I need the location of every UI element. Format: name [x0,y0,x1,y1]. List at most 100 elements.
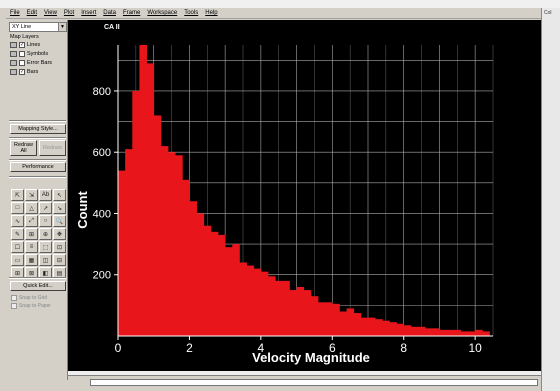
adjacent-window-text: Col [544,10,552,16]
tool-button[interactable]: ⊟ [53,254,66,266]
text-tool-button[interactable]: Ab [39,189,52,201]
histogram-bar [482,331,490,336]
tool-button[interactable]: ⤢ [25,215,38,227]
histogram-bar [303,290,312,336]
x-axis-label: Velocity Magnitude [252,350,370,365]
error-bars-layer-icon [10,60,17,66]
histogram-bar [118,170,126,336]
histogram-bar [260,271,269,336]
histogram-bar [210,231,219,336]
histogram-bar [168,152,176,336]
selector-tool-button[interactable]: ↖ [53,189,66,201]
tool-palette: ⇱ ⇲ Ab ↖ □ △ ↗ ↘ ∿ ⤢ ○ 🔍 ✎ ⊞ ⊕ ✥ ☐ ≡ ⬚ ⊡… [11,189,66,279]
tool-button[interactable]: ↘ [53,202,66,214]
menu-insert[interactable]: Insert [81,10,97,16]
sidebar: XY Line ▼ Map Layers ✓ Lines Symbols Err… [6,20,68,380]
tool-button[interactable]: ↗ [39,202,52,214]
menu-view[interactable]: View [44,10,57,16]
error-bars-checkbox[interactable] [19,60,25,66]
plot-frame[interactable]: 0 2 4 6 8 10 200 400 600 800 Velocity Magnitude C… [68,20,541,371]
tool-button[interactable]: △ [25,202,38,214]
histogram-bar [232,244,240,336]
quick-edit-button[interactable]: Quick Edit... [10,281,66,291]
histogram-bar [310,296,319,336]
tool-button[interactable]: ∿ [11,215,24,227]
translate-tool-button[interactable]: ✥ [53,228,66,240]
tool-button[interactable]: ⇲ [25,189,38,201]
histogram-bar [446,329,455,336]
histogram-bar [225,247,233,336]
layer-label: Error Bars [27,60,53,66]
histogram-bar [196,213,205,336]
histogram-bar [368,317,376,336]
x-tick-label: 10 [468,341,482,355]
tool-button[interactable]: ⇱ [11,189,24,201]
redraw-button[interactable]: Redraw [39,140,66,156]
tool-button[interactable]: ▦ [25,254,38,266]
histogram-bar [318,302,326,336]
menu-data[interactable]: Data [103,10,116,16]
symbols-checkbox[interactable] [19,51,25,57]
tool-button[interactable]: ≡ [25,241,38,253]
lines-checkbox[interactable]: ✓ [19,42,25,48]
snap-to-grid-option[interactable]: Snap to Grid [11,294,47,302]
snap-paper-label: Snap to Paper [19,303,51,309]
zoom-tool-button[interactable]: 🔍 [53,215,66,227]
menu-bar: File Edit View Plot Insert Data Frame Wo… [6,8,541,19]
redraw-all-button[interactable]: Redraw All [10,140,37,156]
layer-error-bars[interactable]: Error Bars [10,59,52,67]
menu-help[interactable]: Help [205,10,218,16]
histogram-bar [275,280,283,336]
histogram-bar [132,90,140,337]
layer-bars[interactable]: ✓ Bars [10,68,38,76]
histogram-bar [160,146,169,336]
histogram-bar [296,286,305,336]
circle-tool-button[interactable]: ○ [39,215,52,227]
histogram-bar [253,268,262,336]
adjacent-window-edge: Col [541,8,560,391]
tool-button[interactable]: ⊕ [39,228,52,240]
histogram-bar [468,331,476,336]
histogram-bar [153,115,162,336]
menu-file[interactable]: File [10,10,20,16]
axes [114,45,493,340]
horizontal-ruler-bar [68,375,541,391]
tool-button[interactable]: ◫ [39,254,52,266]
menu-frame[interactable]: Frame [122,10,141,16]
horizontal-ruler [90,379,538,386]
layer-label: Symbols [27,51,49,57]
mapping-style-button[interactable]: Mapping Style... [10,124,66,134]
y-tick-label: 200 [93,270,111,282]
histogram-bar [268,276,276,336]
chevron-down-icon[interactable]: ▼ [58,23,66,31]
tool-button[interactable]: ⊡ [53,241,66,253]
bars-checkbox[interactable]: ✓ [19,69,25,75]
snap-grid-checkbox[interactable] [11,295,17,301]
histogram-bar [460,331,469,336]
menu-plot[interactable]: Plot [63,10,75,16]
histogram-bar [410,326,419,336]
plot-type-select[interactable]: XY Line ▼ [9,22,67,32]
histogram-bar [439,329,447,336]
histogram-bar [175,155,183,336]
performance-button[interactable]: Performance [10,162,66,172]
layer-symbols[interactable]: Symbols [10,50,48,58]
status-bar-left [6,380,64,391]
menu-workspace[interactable]: Workspace [147,10,178,16]
tool-button[interactable]: ▭ [11,254,24,266]
tool-button[interactable]: ⊞ [25,228,38,240]
layer-lines[interactable]: ✓ Lines [10,41,40,49]
tool-button[interactable]: ⊠ [25,267,38,279]
snap-paper-checkbox[interactable] [11,303,17,309]
tool-button[interactable]: ✎ [11,228,24,240]
x-tick-label: 4 [258,341,265,355]
snap-to-paper-option[interactable]: Snap to Paper [11,302,51,310]
sidebar-divider [9,159,66,161]
tool-button[interactable]: ⬚ [39,241,52,253]
tool-button[interactable]: ☐ [11,241,24,253]
y-tick-label: 600 [93,147,111,159]
tool-button[interactable]: □ [11,202,24,214]
histogram-bar [125,149,133,336]
menu-edit[interactable]: Edit [26,10,38,16]
menu-tools[interactable]: Tools [184,10,199,16]
